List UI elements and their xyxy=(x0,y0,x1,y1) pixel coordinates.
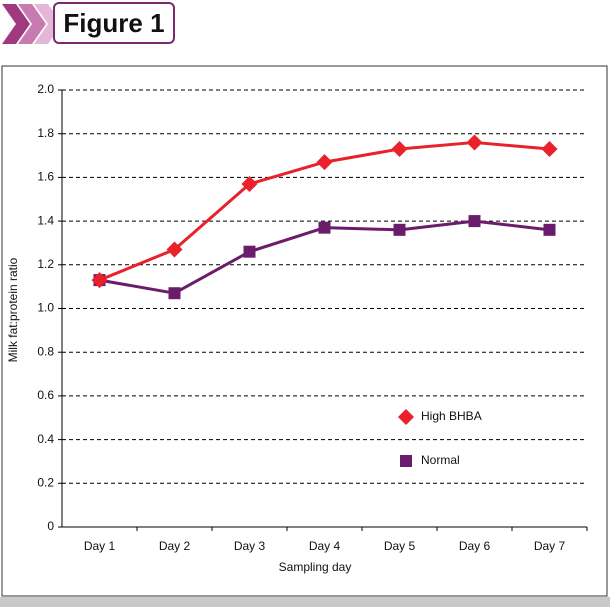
point xyxy=(166,241,183,258)
x-axis-label: Sampling day xyxy=(279,560,352,574)
y-tick-label: 1.4 xyxy=(37,213,54,227)
chart-frame xyxy=(1,65,608,597)
legend-label: High BHBA xyxy=(421,409,482,423)
x-tick-label: Day 4 xyxy=(309,539,341,553)
y-tick-label: 1.6 xyxy=(37,170,54,184)
x-tick-label: Day 1 xyxy=(84,539,116,553)
x-tick-label: Day 7 xyxy=(534,539,566,553)
y-tick-label: 0.2 xyxy=(37,475,54,489)
point xyxy=(393,223,406,236)
x-tick-label: Day 5 xyxy=(384,539,416,553)
y-tick-label: 1.2 xyxy=(37,257,54,271)
y-tick-label: 0.4 xyxy=(37,432,54,446)
legend-marker xyxy=(400,455,412,467)
bottom-bar xyxy=(0,597,610,607)
chevron xyxy=(2,4,30,44)
point xyxy=(91,272,108,289)
point xyxy=(168,287,181,300)
x-tick-label: Day 2 xyxy=(159,539,191,553)
y-tick-label: 2.0 xyxy=(37,82,54,96)
chevron xyxy=(18,4,46,44)
y-tick-label: 1.0 xyxy=(37,301,54,315)
y-tick-label: 0 xyxy=(47,519,54,533)
header: Figure 1 xyxy=(2,2,175,44)
point xyxy=(318,221,331,234)
point xyxy=(466,134,483,151)
y-tick-label: 1.8 xyxy=(37,126,54,140)
y-tick-label: 0.6 xyxy=(37,388,54,402)
y-axis-label: Milk fat:protein ratio xyxy=(6,257,20,362)
legend-label: Normal xyxy=(421,453,460,467)
x-tick-label: Day 6 xyxy=(459,539,491,553)
figure-label: Figure 1 xyxy=(63,8,164,38)
point xyxy=(468,215,481,228)
x-tick-label: Day 3 xyxy=(234,539,266,553)
y-tick-label: 0.8 xyxy=(37,344,54,358)
legend-marker xyxy=(398,409,414,425)
point xyxy=(543,223,556,236)
point xyxy=(243,245,256,258)
point xyxy=(241,175,258,192)
point xyxy=(541,140,558,157)
header-box xyxy=(53,2,175,44)
point xyxy=(391,140,408,157)
point xyxy=(316,154,333,171)
